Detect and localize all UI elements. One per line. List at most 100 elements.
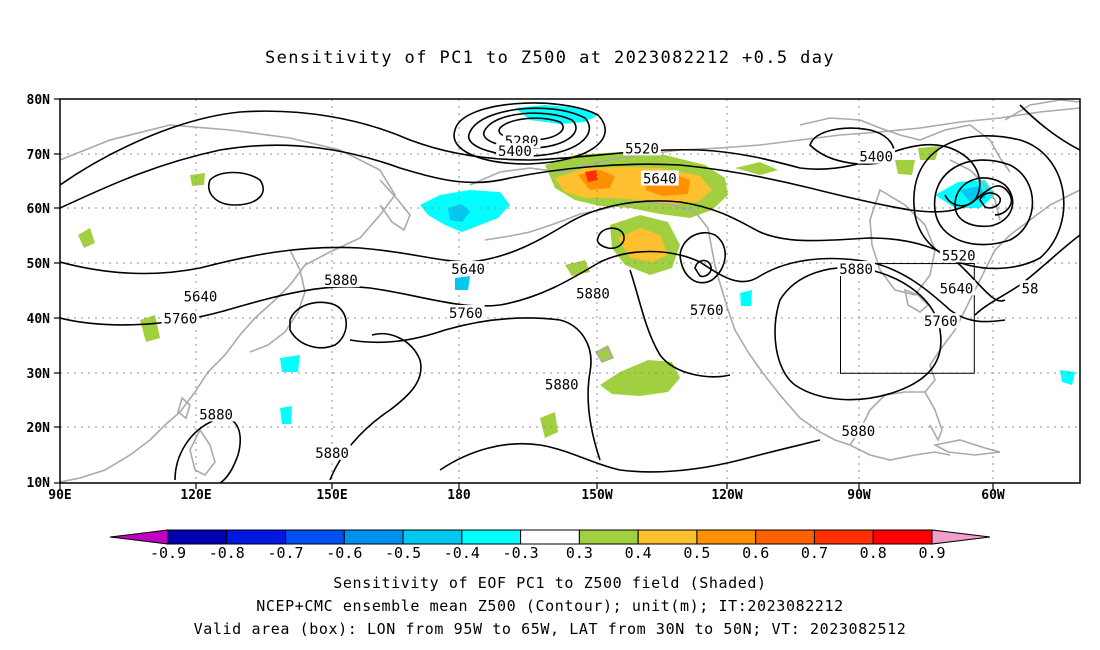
map-frame (59, 98, 1081, 484)
coast-alaska (469, 107, 1080, 186)
lon-label: 90W (847, 488, 871, 503)
latitude-labels: 80N 70N 60N 50N 40N 30N 20N 10N (27, 93, 51, 491)
contour-label-bg (197, 406, 235, 422)
axis-ticks (54, 98, 994, 489)
contour-5760-main (60, 250, 1006, 326)
contour-low-labrador-4 (913, 135, 1065, 270)
contour-low-coast (679, 231, 726, 284)
coast-arctic-islands (799, 117, 1011, 173)
colorbar-tick-label: -0.9 (150, 544, 186, 562)
coast-japan (249, 249, 306, 353)
contour-label: 5880 (315, 446, 349, 462)
contour-label: 5880 (839, 262, 873, 278)
colorbar-tick-label: 0.5 (683, 544, 710, 562)
coast-cuba (932, 439, 1001, 456)
positive-shade-small-1 (540, 412, 558, 438)
colorbar-right-extension (931, 529, 991, 545)
lat-label: 50N (27, 257, 51, 272)
positive-shade-alaska-red (585, 170, 598, 182)
negative-shade-small-3 (455, 276, 470, 290)
contour-label: 5760 (690, 303, 724, 319)
colorbar-tick-label: 0.8 (860, 544, 887, 562)
contour-label-bg (161, 310, 200, 326)
colorbar-box (872, 529, 933, 545)
contour-label-bg (687, 302, 726, 318)
colorbar-box (402, 529, 463, 545)
colorbar-tick-label: -0.8 (209, 544, 245, 562)
colorbar-box (637, 529, 698, 545)
page-title: Sensitivity of PC1 to Z500 at 2023082212… (264, 48, 836, 68)
contour-label: 5760 (924, 314, 958, 330)
contour-label-bg (837, 261, 875, 277)
contour-low-labrador-3 (933, 159, 1034, 246)
lat-label: 40N (27, 312, 51, 327)
colorbar-tick-label: -0.3 (503, 544, 539, 562)
contour-low-pacific (596, 227, 625, 250)
contour-label: 5640 (643, 172, 677, 188)
contour-label: 5760 (164, 311, 198, 327)
lat-label: 10N (27, 476, 51, 491)
colorbar-box (461, 529, 522, 545)
contour-label: 5400 (498, 144, 532, 160)
contour-5880-pacific (349, 269, 731, 461)
contour-label-bg (181, 288, 220, 304)
coast-taiwan (177, 396, 191, 420)
lat-label: 60N (27, 202, 51, 217)
contour-label-bg (574, 285, 612, 301)
coast-florida (924, 391, 943, 442)
contour-low-arctic-2 (482, 112, 577, 149)
colorbar-left-extension (109, 529, 169, 545)
lat-label: 20N (27, 421, 51, 436)
contour-label-bg (313, 444, 351, 460)
contour-east-north (1019, 104, 1080, 151)
contour-label-bg (939, 247, 978, 263)
contour-label-bg (496, 143, 534, 159)
caption-shading: Sensitivity of EOF PC1 to Z500 field (Sh… (333, 574, 767, 592)
contour-low-arctic-3 (467, 107, 591, 157)
contour-label-bg (449, 261, 487, 277)
colorbar-tick-label: 0.7 (801, 544, 828, 562)
colorbar-box (343, 529, 404, 545)
contour-label-bg (857, 148, 895, 164)
colorbar-tick-label: 0.4 (625, 544, 652, 562)
colorbar: -0.9 -0.8 -0.7 -0.6 -0.5 -0.4 -0.3 0.3 0.4 0.5 0.6… (109, 529, 991, 562)
colorbar-box (578, 529, 639, 545)
contour-label: 5520 (942, 248, 976, 264)
contour-low-beaufort (809, 127, 895, 165)
positive-shade-small-5 (190, 173, 205, 186)
contour-low-coast-inner (694, 259, 712, 278)
coast-philippines (189, 428, 216, 477)
coast-kamchatka (379, 179, 411, 232)
longitude-labels: 90E 120E 150E 180 150W 120W 90W 60W (48, 488, 1005, 503)
contour-5880-west (174, 417, 242, 483)
lon-label: 120E (180, 488, 211, 503)
contour-label-bg (839, 422, 878, 438)
lon-label: 90E (48, 488, 71, 503)
contour-label: 5520 (625, 141, 659, 157)
colorbar-box (285, 529, 345, 545)
contour-low-labrador-2 (954, 177, 1014, 228)
coast-greenland (1004, 99, 1080, 121)
positive-shade-small-3 (78, 228, 95, 248)
coast-na-west (707, 227, 851, 446)
valid-area-box (840, 263, 975, 374)
colorbar-box (167, 529, 228, 545)
contour-high-siberia (208, 171, 264, 206)
colorbar-tick-label: -0.4 (444, 544, 480, 562)
caption-valid-area: Valid area (box): LON from 95W to 65W, L… (193, 620, 907, 638)
contour-label-bg (623, 140, 661, 156)
coast-asia-east (60, 124, 396, 483)
contour-label-bg (937, 280, 976, 296)
positive-shade-small-4 (140, 315, 160, 342)
negative-shade-small-1 (280, 355, 300, 372)
lat-label: 70N (27, 148, 51, 163)
lon-label: 60W (981, 488, 1005, 503)
coast-hudson (869, 188, 936, 296)
colorbar-box (226, 529, 287, 545)
colorbar-tick-label: -0.5 (385, 544, 421, 562)
contour-label: 5880 (841, 424, 875, 440)
contour-label-bg (447, 304, 485, 320)
positive-shade-small-8 (918, 146, 940, 160)
lat-label: 80N (27, 93, 51, 108)
